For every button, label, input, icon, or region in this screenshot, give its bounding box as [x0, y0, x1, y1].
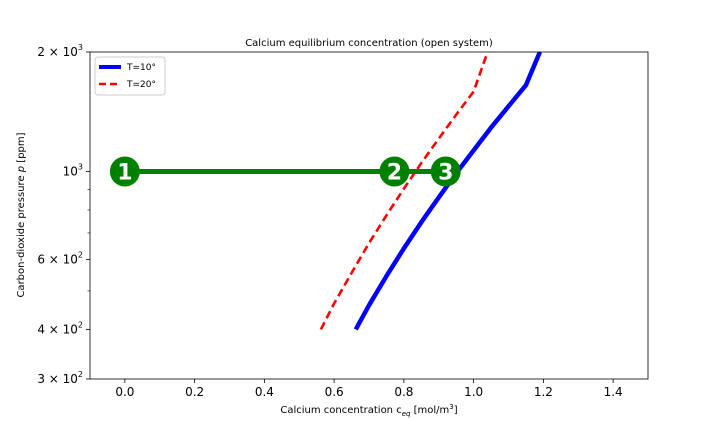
- marker-circle-2: [379, 156, 410, 187]
- legend-label-t20: T=20°: [126, 80, 156, 90]
- plot-frame: [89, 51, 649, 380]
- chart-title: Calcium equilibrium concentration (open …: [245, 38, 493, 49]
- marker-label-2: 2: [387, 160, 402, 185]
- y-tick-label-base: 2 × 10: [37, 45, 78, 59]
- x-axis: 0.0 0.2 0.4 0.6 0.8 1.0 1.2 1.4: [115, 379, 623, 399]
- y-tick-label-base: 6 × 10: [37, 253, 78, 267]
- x-tick-label: 1.0: [464, 385, 483, 399]
- y-tick-label: 103: [63, 162, 83, 178]
- marker-layer: 1 2 3: [109, 156, 461, 187]
- y-tick-label: 6 × 102: [37, 251, 83, 267]
- x-tick-label: 0.0: [115, 385, 134, 399]
- legend: T=10° T=20°: [94, 56, 166, 96]
- marker-circle-1: [109, 156, 140, 187]
- x-axis-label-main: Calcium concentration c: [280, 405, 401, 416]
- y-tick-label: 4 × 102: [37, 320, 83, 336]
- y-tick-label-base: 3 × 10: [37, 372, 78, 386]
- marker-label-1: 1: [117, 160, 132, 185]
- x-axis-label-sup: 3: [449, 403, 453, 411]
- y-tick-label-exponent: 3: [78, 43, 83, 52]
- y-tick-label-exponent: 2: [78, 370, 83, 379]
- x-tick-label: 0.6: [325, 385, 344, 399]
- x-axis-label-unit: [mol/m: [410, 405, 449, 416]
- x-tick-label: 0.8: [394, 385, 413, 399]
- y-axis-label: Carbon-dioxide pressure p [ppm]: [16, 132, 27, 297]
- legend-label-t10: T=10°: [126, 63, 156, 73]
- x-tick-label: 0.4: [255, 385, 274, 399]
- y-tick-label-exponent: 2: [78, 251, 83, 260]
- y-axis-label-italic: p: [16, 166, 27, 173]
- x-tick-label: 0.2: [185, 385, 204, 399]
- y-axis-label-main: Carbon-dioxide pressure: [16, 172, 27, 297]
- x-axis-label-sub: eq: [402, 410, 411, 418]
- y-tick-label-exponent: 3: [78, 162, 83, 171]
- x-tick-label: 1.4: [604, 385, 623, 399]
- x-axis-label: Calcium concentration ceq [mol/m3]: [280, 403, 457, 418]
- x-tick-label: 1.2: [534, 385, 553, 399]
- y-tick-label-exponent: 2: [78, 320, 83, 329]
- marker-circle-3: [430, 156, 461, 187]
- x-axis-label-close: ]: [454, 405, 458, 416]
- y-tick-label: 3 × 102: [37, 370, 83, 386]
- y-tick-label-base: 10: [63, 164, 78, 178]
- marker-label-3: 3: [438, 160, 453, 185]
- y-tick-label: 2 × 103: [37, 43, 83, 59]
- series-line-t20: [319, 52, 489, 331]
- y-tick-label-base: 4 × 10: [37, 322, 78, 336]
- y-axis-label-unit: [ppm]: [16, 132, 27, 166]
